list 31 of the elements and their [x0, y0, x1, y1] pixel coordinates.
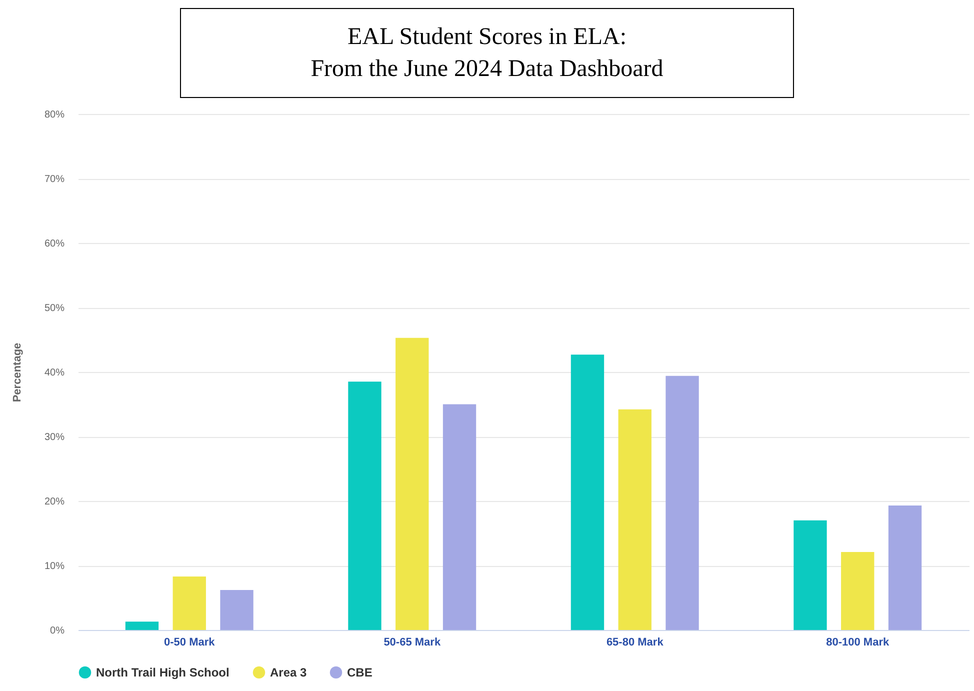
legend-label: CBE	[347, 665, 372, 680]
x-tick-label: 0-50 Mark	[164, 636, 216, 648]
x-tick-label: 80-100 Mark	[826, 636, 890, 648]
y-tick-label: 80%	[44, 110, 65, 120]
y-tick-label: 10%	[44, 561, 65, 572]
x-tick-label: 65-80 Mark	[606, 636, 664, 648]
chart-title: EAL Student Scores in ELA:	[346, 23, 628, 52]
bar	[220, 590, 254, 630]
bar	[125, 622, 159, 630]
bar	[172, 576, 206, 630]
legend-label: North Trail High School	[96, 665, 230, 680]
bar	[570, 354, 604, 630]
y-axis-title: Percentage	[11, 342, 24, 402]
y-tick-label: 70%	[44, 174, 65, 185]
legend-label: Area 3	[270, 665, 308, 680]
bar	[888, 506, 922, 630]
bar	[396, 338, 429, 630]
bar	[841, 552, 874, 630]
y-tick-label: 40%	[44, 368, 65, 378]
bar	[794, 520, 827, 630]
y-tick-label: 30%	[44, 432, 65, 443]
y-tick-label: 50%	[44, 303, 65, 314]
y-tick-label: 60%	[44, 238, 65, 250]
bar	[442, 404, 476, 630]
chart-subtitle: From the June 2024 Data Dashboard	[310, 55, 664, 84]
bar	[666, 376, 699, 630]
x-tick-label: 50-65 Mark	[384, 636, 442, 648]
y-tick-label: 0%	[50, 626, 65, 636]
bar	[348, 382, 382, 630]
bar	[618, 409, 652, 630]
y-tick-label: 20%	[44, 496, 65, 508]
